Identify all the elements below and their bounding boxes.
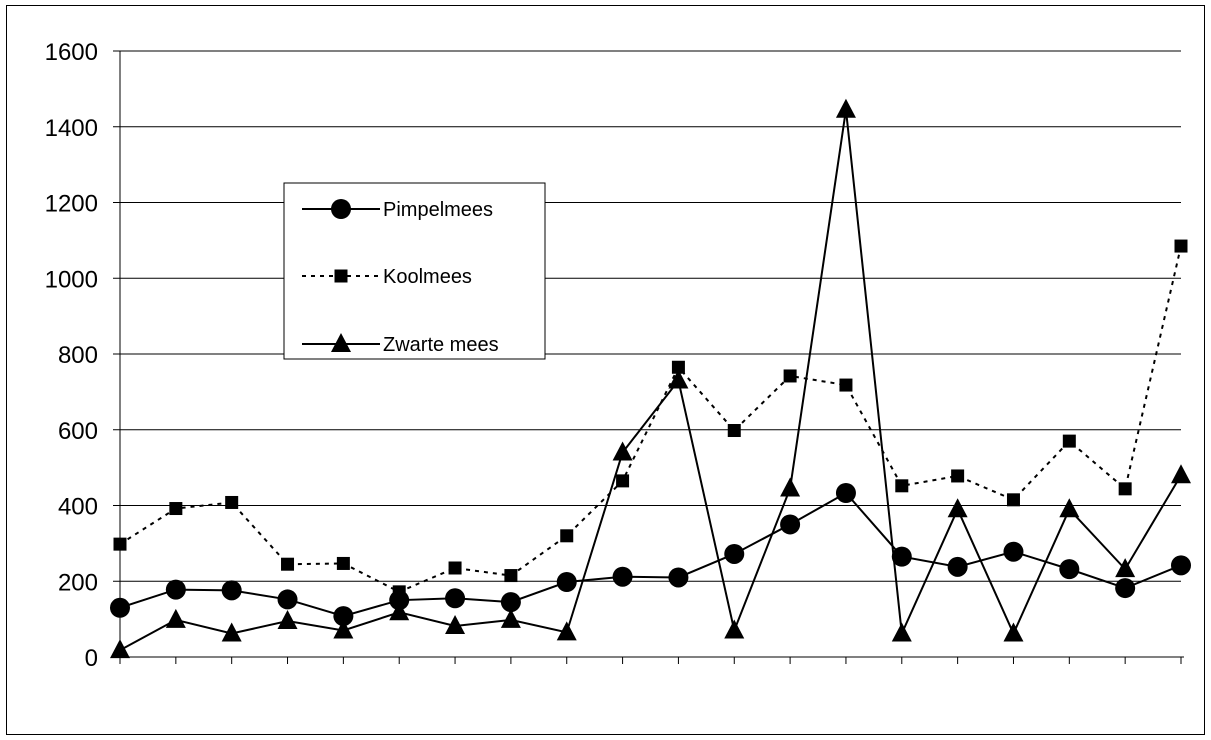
legend-label-zwarte-mees: Zwarte mees [383,334,499,356]
data-point-koolmees [448,561,462,575]
series-zwarte-mees [110,98,1191,659]
gridlines [120,50,1181,582]
data-point-koolmees [560,529,574,543]
data-point-zwarte-mees [947,498,968,518]
legend-label-koolmees: Koolmees [383,266,472,288]
data-point-zwarte-mees [165,608,186,628]
y-tick-label: 0 [85,645,98,672]
data-point-pimpelmees [1171,555,1191,576]
data-point-pimpelmees [165,579,186,600]
y-tick-label: 400 [58,494,98,521]
data-point-koolmees [225,495,239,509]
data-point-koolmees [113,537,127,551]
series-line-koolmees [119,245,1182,593]
data-point-pimpelmees [277,589,298,610]
data-point-pimpelmees [835,483,856,504]
data-point-pimpelmees [445,588,466,609]
data-point-koolmees [1006,493,1020,507]
data-point-pimpelmees [333,606,354,627]
data-point-zwarte-mees [1171,464,1191,484]
legend-item-pimpelmees: Pimpelmees [302,199,493,221]
data-point-koolmees [281,557,295,571]
data-point-zwarte-mees [1003,622,1024,642]
chart-frame [6,5,1205,735]
y-tick-label: 1600 [45,39,98,66]
data-point-koolmees [336,556,350,570]
y-tick-label: 1000 [45,266,98,293]
legend-marker-zwarte-mees [331,333,351,352]
data-point-pimpelmees [1003,541,1024,562]
data-point-pimpelmees [1059,559,1080,580]
series-koolmees [113,239,1188,599]
data-point-koolmees [169,502,183,516]
y-tick-label: 1200 [45,191,98,218]
legend-item-koolmees: Koolmees [302,266,472,288]
axes [113,50,1184,664]
data-point-zwarte-mees [110,639,130,659]
data-point-zwarte-mees [333,619,354,639]
data-point-zwarte-mees [389,601,410,621]
data-point-zwarte-mees [445,614,466,634]
legend-label-pimpelmees: Pimpelmees [383,199,493,221]
data-point-pimpelmees [724,543,745,564]
data-point-pimpelmees [612,566,633,587]
data-point-pimpelmees [668,567,689,588]
data-point-koolmees [1118,482,1132,496]
data-point-pimpelmees [221,580,242,601]
legend: Pimpelmees Koolmees Zwarte mees [283,182,546,360]
data-point-zwarte-mees [724,619,745,639]
data-point-koolmees [783,369,797,383]
data-point-koolmees [839,378,853,392]
data-point-zwarte-mees [780,477,801,497]
data-point-pimpelmees [891,546,912,567]
legend-item-zwarte-mees: Zwarte mees [302,333,499,356]
y-tick-label: 1400 [45,115,98,142]
legend-marker-koolmees [334,269,348,283]
legend-marker-pimpelmees [331,199,351,219]
legend-box [283,182,546,360]
data-point-koolmees [616,474,630,488]
data-point-zwarte-mees [612,441,633,461]
data-point-zwarte-mees [500,608,521,628]
data-point-koolmees [1174,239,1188,253]
data-point-zwarte-mees [221,622,242,642]
series-group [110,98,1191,659]
data-point-koolmees [671,360,685,374]
data-point-zwarte-mees [1059,498,1080,518]
data-point-pimpelmees [389,590,410,611]
data-point-zwarte-mees [1115,558,1136,578]
y-tick-label: 200 [58,569,98,596]
y-tick-labels: 0 200 400 600 800 1000 1200 1400 1600 [45,39,98,672]
y-tick-label: 800 [58,342,98,369]
data-point-pimpelmees [1115,578,1136,599]
data-point-zwarte-mees [277,610,298,630]
data-point-koolmees [1062,434,1076,448]
data-point-zwarte-mees [891,622,912,642]
series-line-zwarte-mees [119,109,1182,652]
data-point-zwarte-mees [556,621,577,641]
data-point-pimpelmees [500,592,521,613]
data-point-koolmees [727,424,741,438]
data-point-koolmees [895,479,909,493]
y-tick-label: 600 [58,418,98,445]
series-pimpelmees [110,483,1191,627]
data-point-zwarte-mees [668,369,689,389]
data-point-pimpelmees [780,514,801,535]
data-point-pimpelmees [556,572,577,593]
data-point-koolmees [951,469,965,483]
data-point-zwarte-mees [835,98,856,118]
data-point-koolmees [504,569,518,583]
data-point-pimpelmees [110,597,130,618]
data-point-pimpelmees [947,556,968,577]
